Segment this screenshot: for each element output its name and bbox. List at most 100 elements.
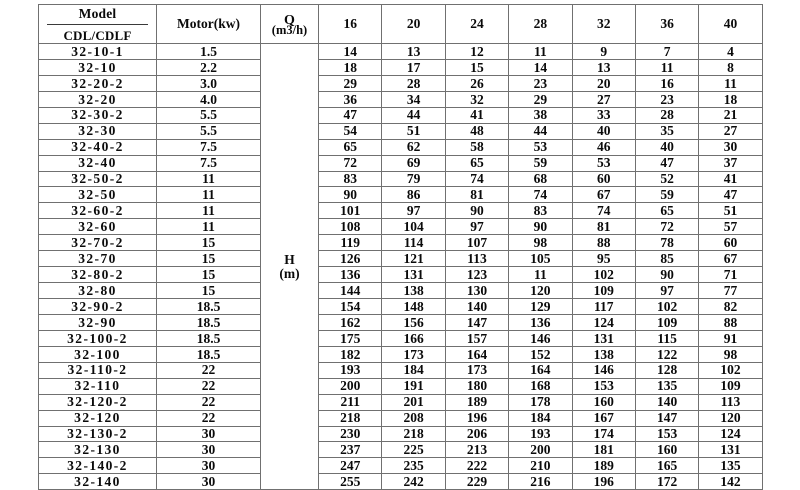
cell-head-value: 102	[571, 266, 636, 284]
cell-head-value: 59	[508, 154, 573, 172]
cell-head-value: 90	[444, 202, 510, 220]
cell-head-value: 53	[571, 154, 636, 172]
cell-head-value: 41	[444, 106, 510, 124]
pump-spec-table-container: Model CDL/CDLF Motor(kw) Q (m3/h) 16 20 …	[38, 4, 763, 490]
cell-head-value: 97	[634, 282, 700, 299]
cell-head-value: 208	[381, 409, 446, 427]
header-flow-3: 28	[508, 4, 573, 44]
cell-model: 32-50	[38, 186, 157, 204]
cell-head-value: 135	[634, 377, 700, 395]
cell-head-value: 247	[317, 457, 383, 475]
cell-head-value: 53	[508, 138, 573, 156]
cell-head-value: 97	[444, 218, 510, 236]
cell-head-value: 189	[444, 393, 510, 411]
table-row: 32-120-2 22 211 201 189 178 160 140 113	[38, 393, 763, 411]
cell-head-value: 124	[571, 313, 636, 331]
head-symbol: H	[284, 252, 295, 268]
cell-head-value: 11	[698, 74, 763, 92]
cell-head-value: 140	[634, 393, 700, 411]
cell-head-value: 102	[634, 298, 700, 315]
cell-motor-power: 5.5	[156, 106, 261, 124]
cell-motor-power: 22	[156, 409, 261, 427]
cell-model: 32-110	[38, 377, 157, 395]
cell-head-value: 225	[381, 441, 446, 459]
cell-head-value: 147	[444, 313, 510, 331]
cell-head-value: 146	[571, 361, 636, 379]
cell-motor-power: 30	[156, 457, 261, 475]
cell-head-value: 164	[508, 361, 573, 379]
cell-head-value: 14	[508, 58, 573, 76]
cell-head-value: 109	[634, 313, 700, 331]
table-row: 32-110 22 200 191 180 168 153 135 109	[38, 377, 763, 395]
cell-head-value: 131	[698, 441, 763, 459]
cell-head-value: 16	[634, 74, 700, 92]
cell-model: 32-120	[38, 409, 157, 427]
cell-head-value: 15	[444, 58, 510, 76]
cell-head-value: 120	[508, 282, 573, 299]
cell-head-value: 72	[634, 218, 700, 236]
cell-head-value: 115	[634, 329, 700, 347]
cell-head-value: 138	[571, 345, 636, 363]
cell-head-value: 166	[381, 329, 446, 347]
cell-head-value: 160	[571, 393, 636, 411]
cell-head-value: 11	[508, 43, 573, 60]
cell-head-value: 83	[317, 170, 383, 188]
cell-head-value: 65	[444, 154, 510, 172]
cell-model: 32-120-2	[38, 393, 157, 411]
cell-head-value: 51	[698, 202, 763, 220]
table-row: 32-60-2 11 101 97 90 83 74 65 51	[38, 202, 763, 220]
cell-head-value: 173	[444, 361, 510, 379]
head-axis-label: H (m)	[260, 42, 319, 490]
cell-model: 32-10	[38, 58, 157, 76]
cell-head-value: 81	[444, 186, 510, 204]
cell-head-value: 11	[634, 58, 700, 76]
header-model: Model CDL/CDLF	[38, 4, 157, 44]
cell-head-value: 140	[444, 298, 510, 315]
cell-head-value: 147	[634, 409, 700, 427]
cell-head-value: 74	[571, 202, 636, 220]
cell-head-value: 162	[317, 313, 383, 331]
table-row: 32-80 15 144 138 130 120 109 97 77	[38, 282, 763, 299]
cell-head-value: 156	[381, 313, 446, 331]
table-row: 32-40 7.5 72 69 65 59 53 47 37	[38, 154, 763, 172]
cell-head-value: 20	[571, 74, 636, 92]
cell-head-value: 189	[571, 457, 636, 475]
cell-head-value: 95	[571, 250, 636, 268]
cell-model: 32-80	[38, 282, 157, 299]
cell-head-value: 38	[508, 106, 573, 124]
cell-head-value: 153	[571, 377, 636, 395]
cell-head-value: 29	[317, 74, 383, 92]
table-row: 32-80-2 15 136 131 123 11 102 90 71	[38, 266, 763, 284]
cell-motor-power: 18.5	[156, 329, 261, 347]
cell-motor-power: 30	[156, 473, 261, 490]
header-q-symbol: Q	[284, 12, 295, 28]
cell-model: 32-10-1	[38, 43, 157, 60]
table-row: 32-50 11 90 86 81 74 67 59 47	[38, 186, 763, 204]
cell-head-value: 222	[444, 457, 510, 475]
cell-head-value: 81	[571, 218, 636, 236]
cell-head-value: 235	[381, 457, 446, 475]
cell-model: 32-40	[38, 154, 157, 172]
cell-head-value: 82	[698, 298, 763, 315]
cell-motor-power: 5.5	[156, 122, 261, 140]
cell-model: 32-90	[38, 313, 157, 331]
table-row: 32-70-2 15 119 114 107 98 88 78 60	[38, 234, 763, 252]
cell-head-value: 107	[444, 234, 510, 252]
cell-head-value: 193	[317, 361, 383, 379]
cell-head-value: 29	[508, 90, 573, 108]
header-flow-4: 32	[571, 4, 636, 44]
header-model-top: Model	[78, 6, 117, 21]
header-model-divider	[47, 24, 148, 25]
cell-motor-power: 7.5	[156, 154, 261, 172]
cell-head-value: 18	[698, 90, 763, 108]
cell-head-value: 47	[634, 154, 700, 172]
cell-head-value: 213	[444, 441, 510, 459]
cell-head-value: 131	[381, 266, 446, 284]
cell-motor-power: 15	[156, 234, 261, 252]
cell-head-value: 51	[381, 122, 446, 140]
cell-head-value: 196	[444, 409, 510, 427]
cell-head-value: 30	[698, 138, 763, 156]
cell-model: 32-30-2	[38, 106, 157, 124]
header-flow-6: 40	[698, 4, 763, 44]
cell-head-value: 104	[381, 218, 446, 236]
